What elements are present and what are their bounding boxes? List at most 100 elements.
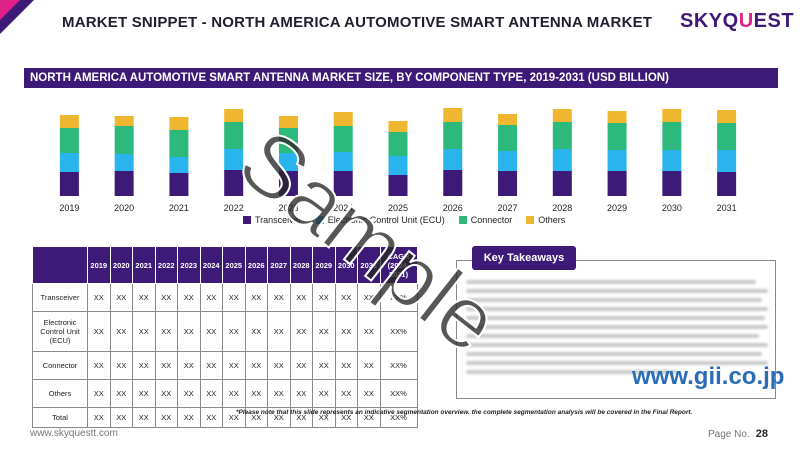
legend-swatch — [243, 216, 251, 224]
bar-segment-electronic-control-unit-ecu--2029 — [607, 150, 627, 171]
table-header: 2021 — [132, 246, 156, 284]
x-tick-label: 2026 — [443, 203, 463, 213]
table-header: 2020 — [109, 246, 133, 284]
table-row: Electronic Control Unit (ECU) XX XX XX XX XX X… — [32, 311, 418, 352]
bar-segment-connector-2022 — [224, 122, 244, 149]
bar-segment-electronic-control-unit-ecu--2022 — [224, 149, 244, 170]
bar-segment-others-2030 — [662, 109, 682, 122]
bar-segment-transceiver-2020 — [114, 171, 134, 196]
bar-segment-others-2024 — [333, 112, 353, 126]
gii-watermark: www.gii.co.jp — [632, 363, 785, 390]
table-cell: XX — [132, 283, 156, 312]
legend-item: Transceiver — [243, 215, 302, 225]
bar-segment-electronic-control-unit-ecu--2030 — [662, 150, 682, 171]
legend-label: Electronic Control Unit (ECU) — [327, 215, 445, 225]
table-cell: XX — [222, 379, 246, 408]
table-corner — [32, 246, 88, 284]
bar-segment-transceiver-2030 — [662, 171, 682, 196]
row-label: Total — [32, 407, 88, 428]
table-cell: XX — [289, 379, 313, 408]
bar-segment-electronic-control-unit-ecu--2028 — [552, 149, 572, 171]
table-cell: XX — [357, 311, 381, 352]
bar-segment-electronic-control-unit-ecu--2026 — [443, 149, 463, 170]
chart-title-banner: NORTH AMERICA AUTOMOTIVE SMART ANTENNA M… — [24, 68, 778, 88]
table-cell: XX% — [379, 311, 418, 352]
table-cell: XX — [87, 379, 111, 408]
table-cell: XX — [154, 283, 178, 312]
table-cell: XX — [109, 283, 133, 312]
x-tick-label: 2022 — [224, 203, 244, 213]
bar-segment-connector-2019 — [59, 128, 79, 153]
table-cell: XX — [199, 283, 223, 312]
legend-swatch — [458, 216, 467, 224]
bar-segment-others-2023 — [278, 116, 298, 128]
row-label: Electronic Control Unit (ECU) — [32, 311, 88, 352]
bar-segment-transceiver-2025 — [388, 175, 408, 196]
bar-segment-connector-2031 — [717, 123, 737, 150]
footer-url[interactable]: www.skyquestt.com — [30, 428, 118, 439]
x-tick-label: 2031 — [717, 203, 737, 213]
x-tick-label: 2027 — [498, 203, 518, 213]
disclaimer-note: *Please note that this slide represents … — [236, 409, 693, 416]
bar-segment-connector-2024 — [333, 126, 353, 152]
table-cell: XX — [154, 351, 178, 380]
table-cell: XX — [244, 379, 268, 408]
table-cell: XX — [312, 379, 336, 408]
table-cell: XX — [267, 283, 291, 312]
table-header: 2027 — [267, 246, 291, 284]
table-cell: XX — [109, 379, 133, 408]
table-cell: XX — [87, 283, 111, 312]
table-cell: XX — [177, 311, 201, 352]
table-cell: XX — [87, 351, 111, 380]
bar-segment-connector-2025 — [388, 132, 408, 156]
bar-segment-transceiver-2027 — [498, 171, 518, 196]
row-label: Connector — [32, 351, 88, 380]
table-cell: XX — [289, 311, 313, 352]
table-cell: XX — [244, 311, 268, 352]
table-cell: XX% — [379, 351, 418, 380]
table-cell: XX — [132, 351, 156, 380]
table-row: Others XX XX XX XX XX XX XX XX XX XX XX XX XX XX% — [32, 379, 418, 408]
bar-segment-others-2027 — [498, 114, 518, 125]
bar-segment-others-2029 — [607, 111, 627, 123]
table-cell: XX — [312, 351, 336, 380]
table-cell: XX — [244, 407, 268, 428]
bar-segment-electronic-control-unit-ecu--2019 — [59, 153, 79, 172]
table-cell: XX — [244, 351, 268, 380]
row-label: Transceiver — [32, 283, 88, 312]
table-row: Total XX XX XX XX XX XX XX XX XX XX XX XX XX XX% — [32, 407, 418, 428]
table-cell: XX — [357, 351, 381, 380]
table-header: 2028 — [289, 246, 313, 284]
chart-legend: Transceiver Electronic Control Unit (ECU)… — [243, 215, 565, 225]
bar-segment-others-2021 — [169, 117, 189, 130]
table-cell: XX — [87, 311, 111, 352]
bar-segment-connector-2021 — [169, 130, 189, 157]
bar-segment-others-2026 — [443, 108, 463, 122]
row-label: Others — [32, 379, 88, 408]
table-cell: XX — [199, 379, 223, 408]
table-cell: XX — [222, 407, 246, 428]
table-header: 2023 — [177, 246, 201, 284]
table-cell: XX — [222, 283, 246, 312]
table-cell: XX — [132, 407, 156, 428]
bar-segment-others-2028 — [552, 109, 572, 122]
bar-segment-transceiver-2031 — [717, 172, 737, 196]
table-cell: XX — [177, 407, 201, 428]
key-takeaways-title: Key Takeaways — [472, 246, 576, 270]
bar-segment-connector-2028 — [552, 122, 572, 149]
table-header: 2026 — [244, 246, 268, 284]
table-cell: XX — [177, 283, 201, 312]
skyquest-logo: SKYQUEST — [680, 10, 795, 32]
page-number: Page No. 28 — [708, 428, 768, 440]
table-cell: XX — [199, 351, 223, 380]
bar-segment-electronic-control-unit-ecu--2031 — [717, 150, 737, 172]
table-cell: XX — [222, 351, 246, 380]
table-header: 2025 — [222, 246, 246, 284]
bar-segment-electronic-control-unit-ecu--2024 — [333, 152, 353, 171]
bar-segment-connector-2026 — [443, 122, 463, 149]
table-cell: XX — [334, 379, 358, 408]
bar-segment-others-2031 — [717, 110, 737, 123]
legend-item: Electronic Control Unit (ECU) — [315, 215, 445, 225]
table-header: 2030 — [334, 246, 358, 284]
bar-segment-connector-2030 — [662, 122, 682, 150]
